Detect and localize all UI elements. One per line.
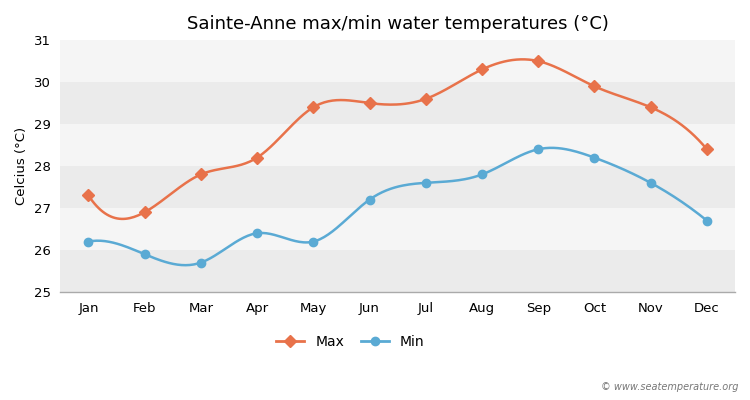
Bar — [60, 40, 735, 82]
Bar — [60, 250, 735, 292]
Y-axis label: Celcius (°C): Celcius (°C) — [15, 127, 28, 205]
Bar — [60, 208, 735, 250]
Text: © www.seatemperature.org: © www.seatemperature.org — [602, 382, 739, 392]
Legend: Max, Min: Max, Min — [271, 329, 430, 354]
Bar — [60, 82, 735, 124]
Bar — [60, 166, 735, 208]
Title: Sainte-Anne max/min water temperatures (°C): Sainte-Anne max/min water temperatures (… — [187, 15, 608, 33]
Bar — [60, 124, 735, 166]
